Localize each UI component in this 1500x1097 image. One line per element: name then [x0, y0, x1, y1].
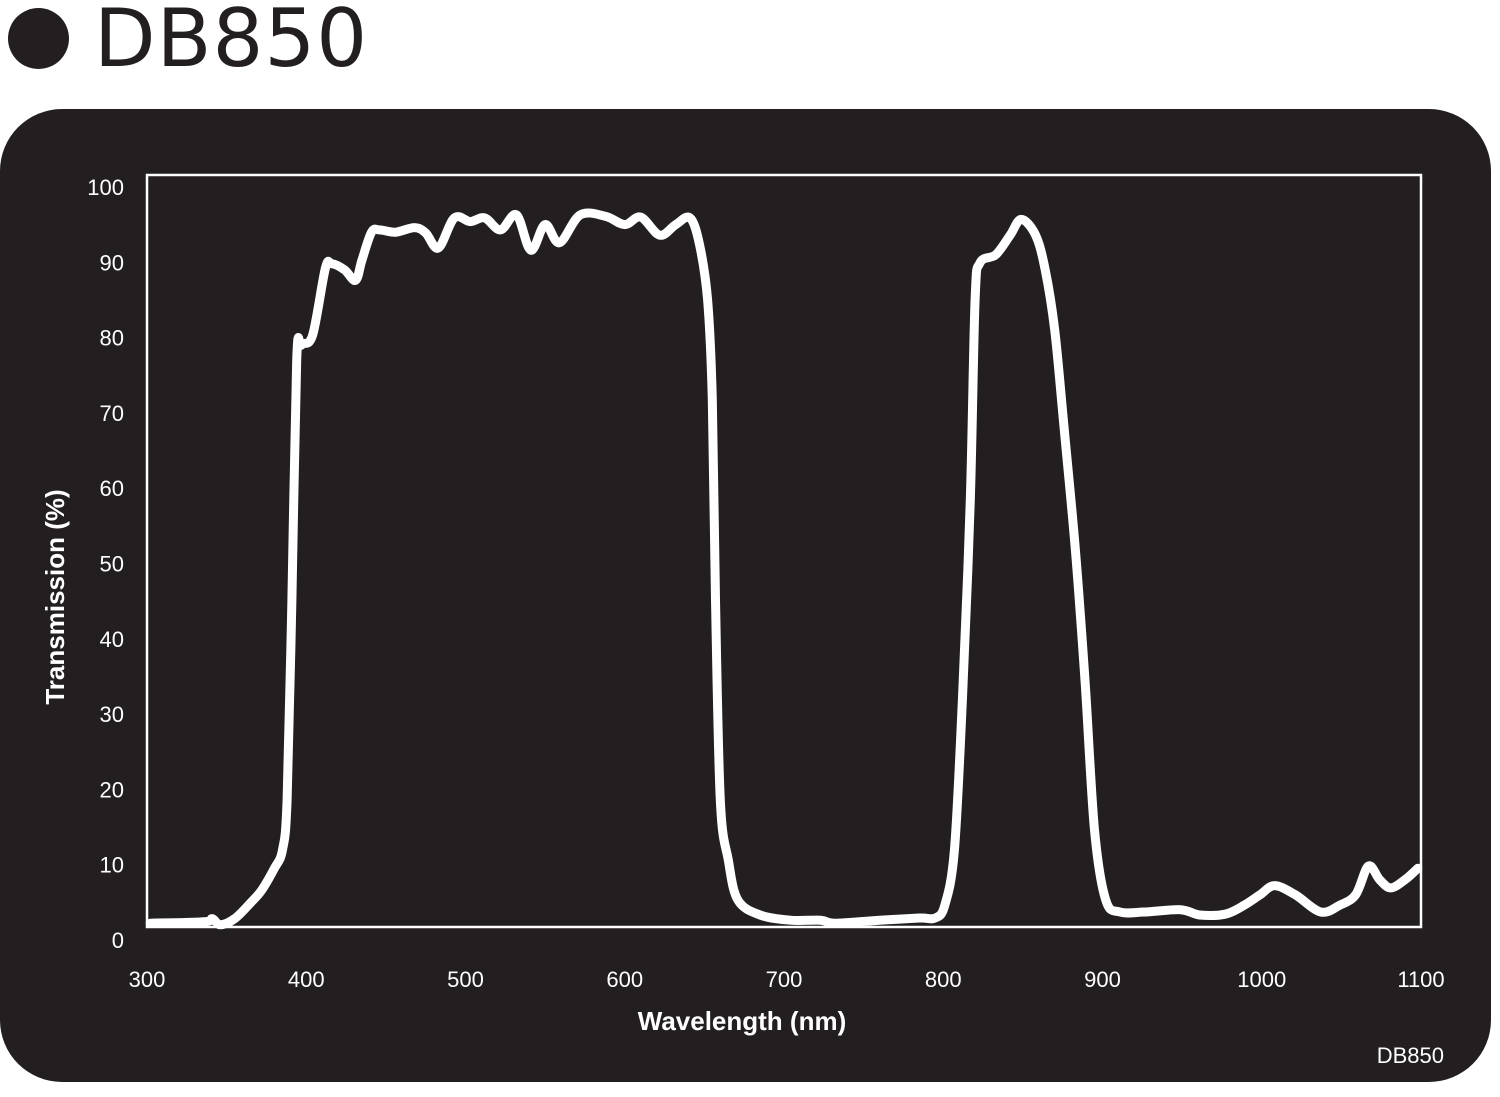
x-tick-label: 700 — [766, 967, 803, 992]
y-tick-label: 60 — [100, 476, 124, 501]
plot-area-frame — [145, 173, 1423, 929]
y-tick-label: 90 — [100, 250, 124, 275]
x-axis-ticks: 300 400 500 600 700 800 900 1000 1100 — [129, 967, 1445, 992]
product-code-label: DB850 — [1376, 1043, 1444, 1068]
y-tick-label: 100 — [87, 175, 124, 200]
y-axis-label: Transmission (%) — [40, 489, 70, 704]
x-axis-label: Wavelength (nm) — [638, 1006, 846, 1036]
title-row: DB850 — [0, 0, 600, 100]
y-tick-label: 20 — [100, 777, 124, 802]
y-tick-label: 0 — [112, 928, 124, 953]
x-tick-label: 600 — [606, 967, 643, 992]
x-tick-label: 300 — [129, 967, 166, 992]
chart-panel — [0, 109, 1491, 1082]
x-tick-label: 1100 — [1397, 967, 1444, 992]
y-tick-label: 10 — [100, 853, 124, 878]
transmission-curve — [145, 208, 1423, 930]
x-tick-label: 500 — [447, 967, 484, 992]
x-tick-label: 800 — [925, 967, 962, 992]
x-tick-label: 400 — [288, 967, 325, 992]
y-tick-label: 30 — [100, 702, 124, 727]
y-tick-label: 80 — [100, 326, 124, 351]
y-axis-ticks: 0 10 20 30 40 50 60 70 80 90 100 — [87, 175, 124, 953]
page-title: DB850 — [94, 0, 369, 85]
bullet-circle-icon — [8, 8, 69, 69]
x-tick-label: 900 — [1084, 967, 1121, 992]
x-tick-label: 1000 — [1237, 967, 1286, 992]
y-tick-label: 50 — [100, 552, 124, 577]
y-tick-label: 40 — [100, 627, 124, 652]
y-tick-label: 70 — [100, 401, 124, 426]
